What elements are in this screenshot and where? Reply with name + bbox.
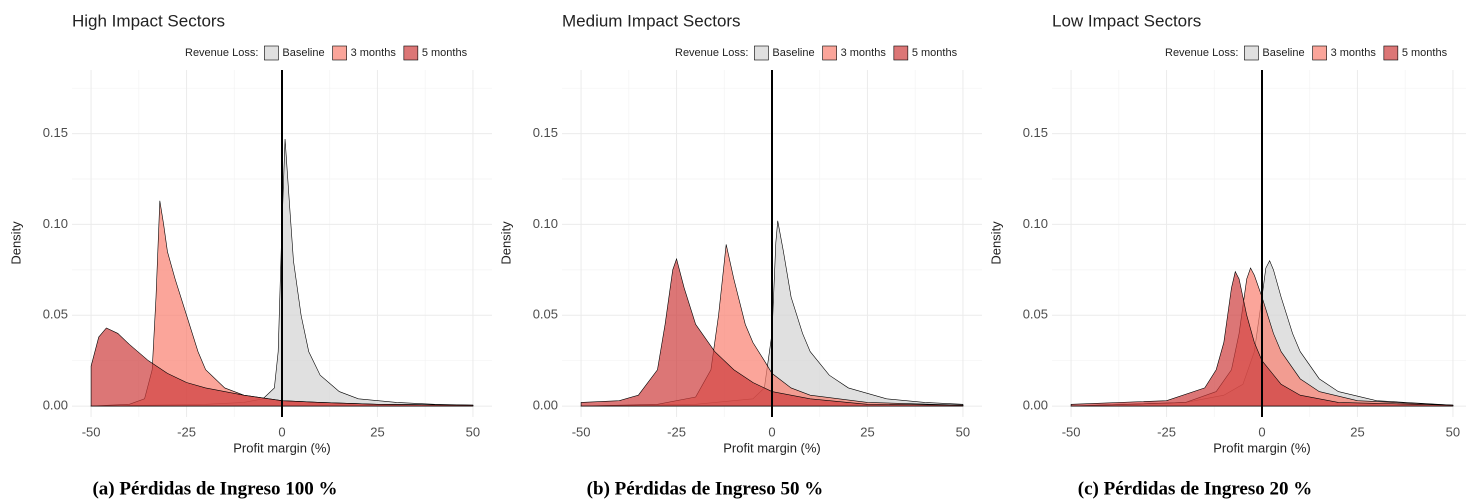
legend-swatch (403, 45, 419, 61)
panel: -50 -25 0 25 50 0.00 0.05 0.10 0.15 High Impact S… (8, 11, 492, 499)
y-tick-label: 0.15 (1023, 125, 1048, 140)
legend-label: 3 months (351, 47, 397, 59)
y-axis-label: Density (988, 221, 1003, 265)
y-axis-label: Density (8, 221, 23, 265)
y-tick-label: 0.00 (1023, 398, 1048, 413)
x-tick-label: -25 (667, 424, 686, 439)
x-axis-label: Profit margin (%) (1213, 440, 1311, 455)
legend-title: Revenue Loss: (185, 47, 258, 59)
y-axis-label: Density (498, 221, 513, 265)
legend-label: 5 months (422, 47, 468, 59)
x-tick-label: -50 (1062, 424, 1081, 439)
legend-label: 5 months (912, 47, 958, 59)
x-tick-label: 0 (278, 424, 285, 439)
x-tick-label: 50 (466, 424, 480, 439)
y-tick-label: 0.05 (43, 307, 68, 322)
x-tick-label: 50 (956, 424, 970, 439)
legend-label: 5 months (1402, 47, 1448, 59)
panel: -50 -25 0 25 50 0.00 0.05 0.10 0.15 Medium Impact… (498, 11, 982, 499)
legend-swatch (332, 45, 347, 61)
legend-title: Revenue Loss: (675, 47, 748, 59)
y-tick-label: 0.05 (1023, 307, 1048, 322)
density-area (90, 327, 474, 407)
chart-title: Low Impact Sectors (1052, 11, 1201, 30)
density-area (580, 257, 964, 407)
legend-swatch (1383, 45, 1399, 61)
chart-title: High Impact Sectors (72, 11, 225, 30)
x-tick-label: 25 (1350, 424, 1364, 439)
legend-label: Baseline (282, 47, 324, 59)
x-tick-label: 50 (1446, 424, 1460, 439)
y-tick-label: 0.15 (43, 125, 68, 140)
y-tick-label: 0.10 (1023, 216, 1048, 231)
legend-swatch (822, 45, 837, 61)
y-tick-label: 0.00 (533, 398, 558, 413)
legend-label: Baseline (1262, 47, 1304, 59)
caption: (c) Pérdidas de Ingreso 20 % (1078, 478, 1313, 499)
x-axis-label: Profit margin (%) (723, 440, 821, 455)
legend-label: 3 months (1331, 47, 1377, 59)
legend-label: 3 months (841, 47, 887, 59)
legend-label: Baseline (772, 47, 814, 59)
panel: -50 -25 0 25 50 0.00 0.05 0.10 0.15 Low Impact Se… (988, 11, 1466, 499)
y-tick-label: 0.10 (533, 216, 558, 231)
x-tick-label: 25 (370, 424, 384, 439)
legend-swatch (893, 45, 909, 61)
x-tick-label: -50 (572, 424, 591, 439)
caption: (b) Pérdidas de Ingreso 50 % (587, 478, 824, 499)
legend-swatch (264, 45, 279, 61)
y-tick-label: 0.15 (533, 125, 558, 140)
legend-swatch (1244, 45, 1259, 61)
chart-title: Medium Impact Sectors (562, 11, 741, 30)
x-tick-label: -25 (1157, 424, 1176, 439)
legend-swatch (754, 45, 769, 61)
x-tick-label: 25 (860, 424, 874, 439)
x-tick-label: -50 (82, 424, 101, 439)
caption: (a) Pérdidas de Ingreso 100 % (92, 478, 337, 499)
y-tick-label: 0.00 (43, 398, 68, 413)
y-tick-label: 0.10 (43, 216, 68, 231)
x-tick-label: -25 (177, 424, 196, 439)
x-axis-label: Profit margin (%) (233, 440, 331, 455)
x-tick-label: 0 (768, 424, 775, 439)
x-tick-label: 0 (1258, 424, 1265, 439)
y-tick-label: 0.05 (533, 307, 558, 322)
legend-title: Revenue Loss: (1165, 47, 1238, 59)
legend-swatch (1312, 45, 1327, 61)
